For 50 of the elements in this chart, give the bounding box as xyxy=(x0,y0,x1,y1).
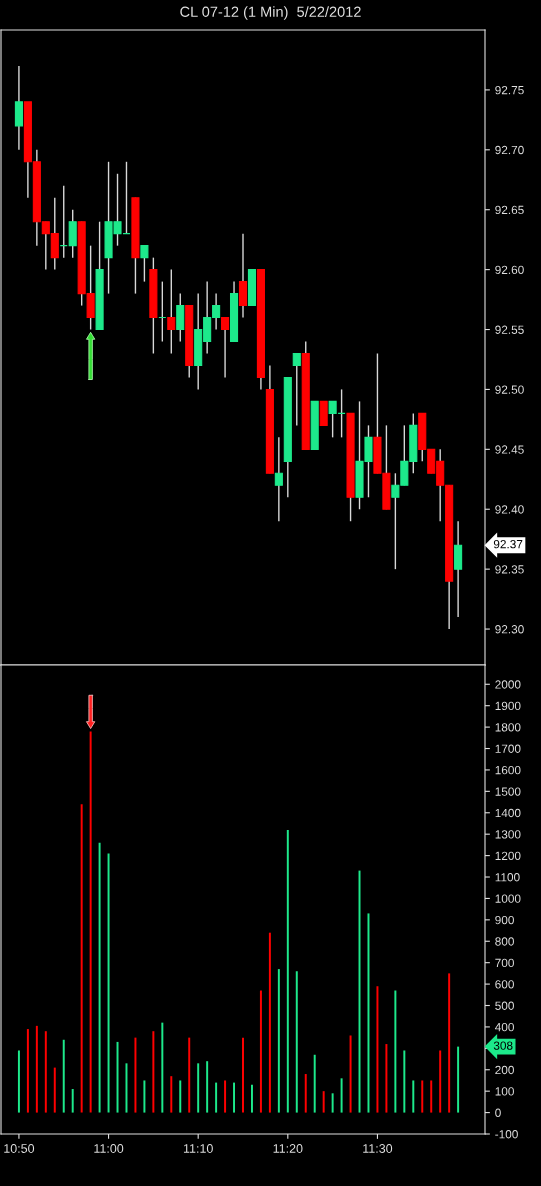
y-tick-label: 92.30 xyxy=(495,625,524,634)
candlestick xyxy=(221,316,230,379)
y-tick-label: 92.40 xyxy=(495,505,524,514)
x-tick-label: 11:30 xyxy=(363,1144,393,1153)
y-tick-label: -100 xyxy=(495,1130,518,1139)
y-tick-label: 200 xyxy=(495,1065,514,1075)
y-tick-label: 92.55 xyxy=(495,325,524,334)
text: 308 xyxy=(493,1041,513,1050)
candlestick xyxy=(167,268,176,355)
y-tick-label: 92.50 xyxy=(495,385,524,394)
candlestick xyxy=(292,352,301,427)
candlestick xyxy=(319,400,328,426)
y-tick-label: 700 xyxy=(495,958,514,968)
y-tick-label: 92.45 xyxy=(495,445,524,454)
y-tick-label: 100 xyxy=(495,1087,514,1096)
candlestick xyxy=(454,520,463,618)
y-tick-label: 1400 xyxy=(495,808,521,818)
candlestick xyxy=(68,209,77,259)
y-tick-label: 1300 xyxy=(495,830,521,839)
candlestick xyxy=(274,436,283,522)
y-tick-label: 1100 xyxy=(495,873,520,882)
candlestick xyxy=(176,292,185,343)
text: 92.37 xyxy=(493,540,523,549)
y-tick-label: 1900 xyxy=(495,701,521,711)
y-tick-label: 1500 xyxy=(495,787,521,796)
y-tick-label: 92.65 xyxy=(495,205,524,215)
x-tick-label: 11:00 xyxy=(94,1144,124,1153)
y-tick-label: 1000 xyxy=(495,894,521,903)
y-tick-label: 92.35 xyxy=(495,565,524,574)
y-tick-label: 1700 xyxy=(495,744,521,753)
y-tick-label: 400 xyxy=(494,1022,514,1032)
y-tick-label: 900 xyxy=(495,915,514,925)
candlestick xyxy=(14,65,23,151)
y-tick-label: 0 xyxy=(495,1108,501,1117)
y-tick-label: 2000 xyxy=(495,680,521,689)
y-tick-label: 92.60 xyxy=(495,265,524,275)
x-tick-label: 11:10 xyxy=(183,1144,213,1153)
chart-title: CL 07-12 (1 Min) 5/22/2012 xyxy=(180,6,361,20)
candlestick xyxy=(238,232,248,319)
y-tick-label: 500 xyxy=(495,1001,514,1010)
y-tick-label: 92.75 xyxy=(495,85,524,95)
y-tick-label: 800 xyxy=(495,937,514,946)
x-tick-label: 10:50 xyxy=(4,1144,35,1153)
y-tick-label: 600 xyxy=(495,980,514,989)
y-tick-label: 1800 xyxy=(495,723,521,732)
y-tick-label: 1600 xyxy=(495,765,521,775)
y-tick-label: 1200 xyxy=(495,851,521,860)
candlestick xyxy=(140,244,149,283)
y-tick-label: 92.70 xyxy=(495,145,524,155)
x-tick-label: 11:20 xyxy=(273,1144,303,1153)
